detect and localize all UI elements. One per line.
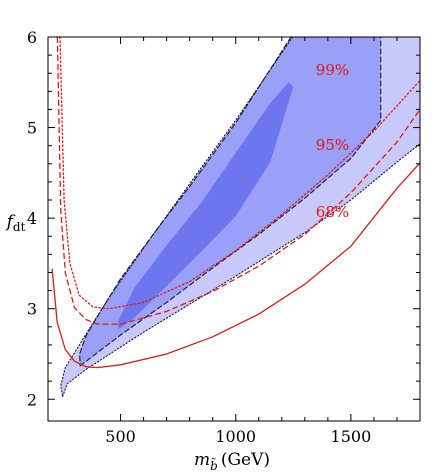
y-tick-label: 6: [27, 28, 37, 47]
confidence-bands: [60, 37, 420, 397]
plot-frame: [47, 36, 421, 422]
band-contour-dashed-1: [79, 37, 382, 367]
cl-labels: 68% 95% 99%: [316, 61, 349, 221]
cl-curves: [51, 37, 420, 369]
x-tick-label: 1500: [331, 427, 372, 446]
cl-label-95: 95%: [316, 136, 349, 154]
band-contour-dotted-3: [62, 143, 420, 398]
y-tick-label: 4: [27, 209, 37, 228]
band-contour-dotted-4: [60, 37, 294, 398]
cl-label-68: 68%: [316, 203, 349, 221]
y-axis-label: fdt: [5, 212, 26, 234]
x-tick-label: 500: [105, 427, 136, 446]
y-tick-label: 5: [27, 119, 37, 138]
band-inner: [118, 82, 294, 330]
y-axis-label-sub: dt: [13, 220, 26, 234]
x-axis-label-base: m: [194, 450, 210, 470]
y-axis-label-base: f: [5, 212, 16, 232]
x-axis-label-unit: (GeV): [221, 450, 270, 470]
y-tick-label: 2: [27, 390, 37, 409]
cl-curve-68: [51, 162, 420, 369]
band-contour-dashed-2: [79, 37, 292, 367]
cl-curve-99: [59, 37, 420, 310]
x-tick-label: 1000: [215, 427, 256, 446]
band-contours: [60, 37, 420, 398]
cl-label-99: 99%: [316, 61, 349, 79]
axis-ticks: 500 1000 1500 2 3 4 5 6: [27, 28, 421, 446]
x-axis-label: mb̃ (GeV): [194, 450, 270, 473]
x-axis-label-sub: b̃: [210, 457, 218, 473]
cl-curve-95: [56, 37, 420, 325]
y-tick-label: 3: [27, 300, 37, 319]
